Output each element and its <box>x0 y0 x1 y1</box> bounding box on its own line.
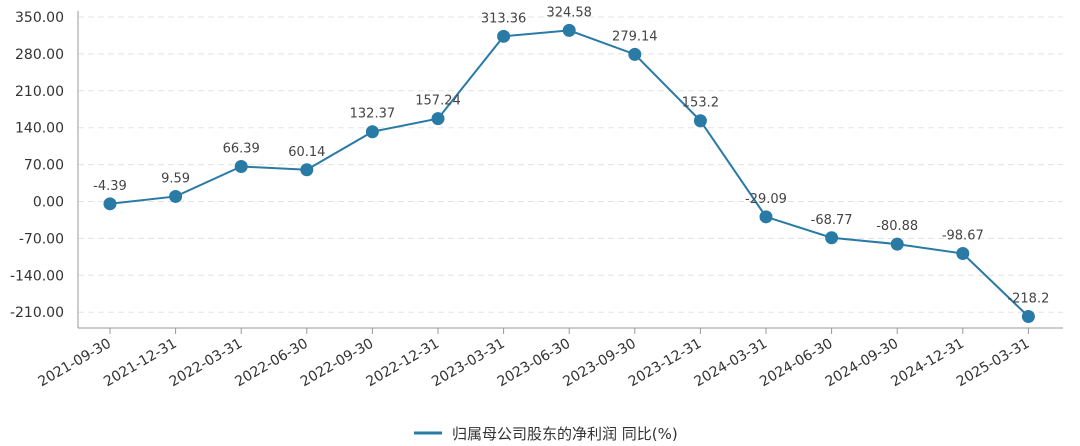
data-point <box>1021 310 1035 324</box>
y-tick-label: 280.00 <box>15 47 64 63</box>
x-tick-label: 2021-12-31 <box>101 336 179 391</box>
x-tick-label: 2024-09-30 <box>823 336 901 391</box>
y-tick-label: 140.00 <box>15 121 64 137</box>
data-label: 324.58 <box>546 5 592 20</box>
data-label: 9.59 <box>161 171 190 186</box>
data-point <box>103 197 117 211</box>
x-tick-label: 2022-12-31 <box>364 336 442 391</box>
data-label: 66.39 <box>223 142 260 157</box>
x-tick-label: 2022-06-30 <box>232 336 310 391</box>
series-line <box>109 29 1030 318</box>
data-point <box>562 23 576 37</box>
x-tick-label: 2023-09-30 <box>560 336 638 391</box>
y-tick-label: 0.00 <box>33 195 64 211</box>
x-tick-label: 2023-06-30 <box>495 336 573 391</box>
data-point <box>497 29 511 43</box>
data-point <box>759 210 773 224</box>
data-point <box>431 112 445 126</box>
data-label: 157.24 <box>415 94 461 109</box>
data-point <box>169 189 183 203</box>
data-label: -98.67 <box>942 229 984 244</box>
data-point <box>956 247 970 261</box>
data-label: 153.2 <box>682 96 719 111</box>
data-point <box>628 47 642 61</box>
data-point <box>300 163 314 177</box>
x-tick-label: 2024-06-30 <box>757 336 835 391</box>
data-label: -218.2 <box>1007 292 1049 307</box>
y-tick-label: -140.00 <box>10 268 64 284</box>
grid-lines <box>78 16 1063 313</box>
x-tick-label: 2023-12-31 <box>626 336 704 391</box>
data-label: 279.14 <box>612 29 658 44</box>
x-axis: 2021-09-302021-12-312022-03-312022-06-30… <box>36 327 1063 391</box>
data-series: -4.39 9.59 66.39 60.14 132.37 157.24 313.36 324… <box>93 5 1049 324</box>
y-tick-label: -70.00 <box>19 231 64 247</box>
data-point <box>825 231 839 245</box>
data-point <box>693 114 707 128</box>
y-tick-label: 350.00 <box>15 10 64 26</box>
data-point <box>234 160 248 174</box>
x-tick-label: 2024-03-31 <box>692 336 770 391</box>
data-label: -68.77 <box>811 213 853 228</box>
y-axis: 350.00 280.00 210.00 140.00 70.00 0.00 -70.00 -… <box>10 10 79 329</box>
data-label: 313.36 <box>481 11 527 26</box>
x-tick-label: 2021-09-30 <box>36 336 114 391</box>
data-point <box>365 125 379 139</box>
data-label: -29.09 <box>745 192 787 207</box>
y-tick-label: -210.00 <box>10 305 64 321</box>
x-tick-label: 2024-12-31 <box>888 336 966 391</box>
data-label: 60.14 <box>288 145 325 160</box>
x-tick-label: 2025-03-31 <box>954 336 1032 391</box>
data-label: -80.88 <box>876 219 918 234</box>
y-tick-label: 70.00 <box>24 158 64 174</box>
x-tick-label: 2022-03-31 <box>167 336 245 391</box>
x-tick-label: 2023-03-31 <box>429 336 507 391</box>
legend[interactable]: 归属母公司股东的净利润 同比(%) <box>414 425 678 443</box>
legend-label: 归属母公司股东的净利润 同比(%) <box>452 425 678 443</box>
data-label: 132.37 <box>350 107 396 122</box>
y-tick-label: 210.00 <box>15 84 64 100</box>
data-point <box>890 237 904 251</box>
x-tick-label: 2022-09-30 <box>298 336 376 391</box>
data-label: -4.39 <box>93 179 127 194</box>
